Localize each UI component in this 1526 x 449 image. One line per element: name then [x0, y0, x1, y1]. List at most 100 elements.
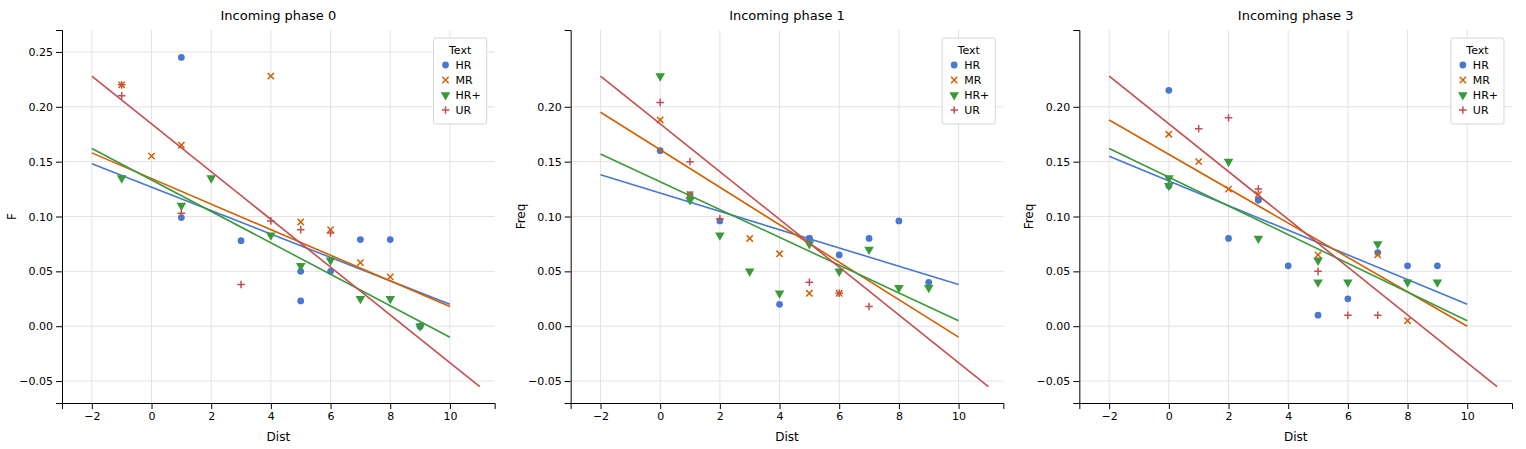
y-axis-title: Freq [514, 204, 528, 230]
y-axis: −0.050.000.050.100.150.20 [1037, 31, 1080, 404]
scatter-point [924, 285, 934, 293]
legend-box [1451, 38, 1504, 124]
y-tick-mark [565, 271, 571, 272]
scatter-point [1345, 295, 1352, 302]
x-axis-title: Dist [267, 430, 291, 444]
legend-symbol [951, 77, 957, 83]
legend-symbol [442, 106, 450, 114]
scatter-point [1343, 280, 1353, 288]
scatter-point [296, 263, 306, 271]
scatter-point [327, 229, 335, 237]
y-tick: 0.05 [29, 265, 63, 278]
grid [571, 30, 1004, 403]
legend-entry: HR [951, 59, 981, 72]
scatter-point [1344, 311, 1352, 319]
y-tick: 0.15 [537, 156, 571, 169]
scatter-point [206, 175, 216, 183]
y-tick-mark [56, 381, 62, 382]
scatter-point [1315, 252, 1321, 258]
scatter-point [1164, 183, 1174, 191]
y-grid-line [1079, 106, 1512, 107]
y-tick-mark [565, 162, 571, 163]
plot-area: −20246810−0.050.000.050.100.150.20TextHR… [528, 30, 1004, 423]
scatter-point [686, 158, 694, 166]
legend-entry: HR+ [441, 89, 481, 102]
y-grid-line [62, 271, 495, 272]
legend-symbol [1458, 92, 1468, 100]
y-tick: 0.05 [537, 265, 571, 278]
x-tick-label: 6 [328, 410, 335, 423]
scatter-point [178, 209, 186, 217]
y-tick-label: 0.25 [29, 46, 54, 59]
x-tick-mark [1348, 403, 1349, 409]
scatter-point [1165, 87, 1172, 94]
y-tick: 0.10 [29, 211, 63, 224]
marks [601, 73, 989, 386]
y-tick: 0.15 [1046, 156, 1080, 169]
y-tick-label: 0.15 [1046, 156, 1071, 169]
x-axis-line [63, 404, 496, 410]
scatter-point [806, 290, 812, 296]
scatter-point [1255, 185, 1263, 193]
x-tick: 6 [836, 403, 843, 423]
legend-symbol [442, 62, 449, 69]
y-tick-mark [565, 381, 571, 382]
y-tick-mark [1073, 107, 1079, 108]
x-tick-label: 4 [1285, 410, 1292, 423]
y-tick-mark [1073, 217, 1079, 218]
y-axis-line [56, 31, 63, 404]
x-tick-mark [331, 403, 332, 409]
y-grid-line [571, 106, 1004, 107]
y-tick: 0.05 [1046, 265, 1080, 278]
x-tick-label: 8 [1405, 410, 1412, 423]
scatter-point [715, 232, 725, 240]
y-tick-label: 0.15 [537, 156, 562, 169]
x-tick: 6 [1345, 403, 1352, 423]
scatter-point [1254, 236, 1264, 244]
legend-label: UR [1473, 104, 1489, 117]
x-tick-mark [660, 403, 661, 409]
scatter-point [1434, 262, 1441, 269]
legend-symbol [442, 77, 448, 83]
x-axis-title: Dist [775, 430, 799, 444]
legend-entry: HR [1459, 59, 1489, 72]
x-tick-label: 4 [777, 410, 784, 423]
x-tick: −2 [593, 403, 609, 423]
y-tick-label: 0.05 [29, 265, 54, 278]
x-tick-label: 4 [268, 410, 275, 423]
x-tick-mark [1169, 403, 1170, 409]
scatter-point [119, 82, 125, 88]
x-tick-mark [899, 403, 900, 409]
legend-symbol [951, 62, 958, 69]
x-tick-label: 8 [387, 410, 394, 423]
y-tick: −0.05 [19, 375, 62, 388]
x-tick-mark [271, 403, 272, 409]
x-axis-line [1080, 404, 1513, 410]
y-axis-title: Freq [1022, 204, 1036, 230]
scatter-point [745, 269, 755, 277]
x-tick: 2 [1226, 403, 1233, 423]
x-tick-mark [211, 403, 212, 409]
regression-line [92, 148, 450, 337]
x-tick-label: 0 [149, 410, 156, 423]
scatter-series [1165, 87, 1440, 319]
legend-entry: MR [951, 74, 982, 87]
y-axis-line [565, 31, 572, 404]
y-grid-line [571, 381, 1004, 382]
legend-symbol [1459, 106, 1467, 114]
scatter-series [178, 54, 423, 330]
legend-symbol [1459, 62, 1466, 69]
legend-box [942, 38, 995, 124]
regression-line [601, 175, 959, 285]
x-tick-mark [839, 403, 840, 409]
y-grid-line [1079, 161, 1512, 162]
x-tick-mark [1408, 403, 1409, 409]
y-tick: 0.00 [29, 320, 63, 333]
legend-entry: HR+ [1458, 89, 1498, 102]
x-tick: 0 [149, 403, 156, 423]
x-tick: 4 [268, 403, 275, 423]
y-tick: 0.00 [1046, 320, 1080, 333]
y-grid-line [571, 161, 1004, 162]
y-tick-label: 0.20 [1046, 101, 1071, 114]
chart-title: Incoming phase 0 [220, 8, 336, 23]
